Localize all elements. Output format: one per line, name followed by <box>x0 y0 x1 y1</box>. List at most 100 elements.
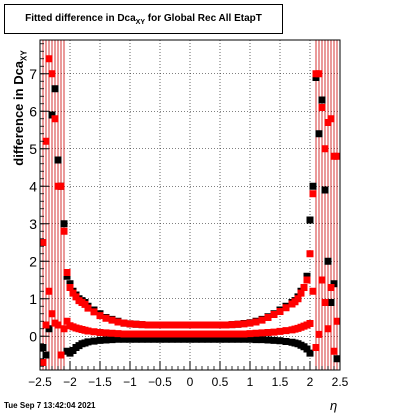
data-point <box>42 321 50 329</box>
data-point <box>186 321 194 329</box>
data-point <box>45 287 53 295</box>
y-tick-label: 1 <box>29 291 37 307</box>
data-point <box>156 321 164 329</box>
data-point <box>144 330 152 338</box>
data-point <box>309 190 317 198</box>
data-point <box>294 295 302 303</box>
data-point <box>324 257 332 265</box>
data-point <box>108 316 116 324</box>
chart-title: Fitted difference in DcaXY for Global Re… <box>25 12 262 26</box>
data-point <box>222 321 230 329</box>
data-point <box>39 239 47 246</box>
data-point <box>156 335 164 343</box>
data-point <box>309 287 317 295</box>
data-point <box>180 330 188 338</box>
data-point <box>315 70 323 78</box>
data-point <box>318 104 326 111</box>
data-point <box>126 320 134 328</box>
data-point <box>51 85 59 93</box>
data-point <box>60 227 68 235</box>
x-tick-label: 2.5 <box>332 375 349 389</box>
data-point <box>48 70 56 78</box>
data-point <box>54 321 62 329</box>
data-point <box>282 338 290 345</box>
data-point <box>252 336 260 344</box>
data-point <box>108 329 116 337</box>
data-point <box>315 330 323 338</box>
data-point <box>54 156 62 164</box>
data-point <box>96 336 104 344</box>
data-point <box>306 320 314 327</box>
data-point <box>246 319 254 327</box>
data-point <box>132 320 140 328</box>
data-point <box>198 321 206 329</box>
data-point <box>126 330 134 338</box>
x-tick-label: 1 <box>247 375 254 389</box>
data-point <box>81 300 89 308</box>
y-tick-label: 2 <box>29 253 37 269</box>
data-point <box>321 299 329 306</box>
data-point <box>270 311 278 318</box>
data-point <box>192 321 200 329</box>
data-point <box>90 328 98 336</box>
data-point <box>186 330 194 338</box>
data-point <box>138 335 146 343</box>
data-point <box>39 359 47 366</box>
data-point <box>306 349 314 357</box>
data-point <box>276 308 284 315</box>
x-tick-label: −1.5 <box>88 375 112 389</box>
data-point <box>258 316 266 324</box>
x-tick-label: 0 <box>187 375 194 389</box>
data-point <box>315 130 323 138</box>
data-point <box>180 335 188 343</box>
timestamp-label: Tue Sep 7 13:42:04 2021 <box>4 401 96 410</box>
data-point <box>45 55 53 63</box>
data-point <box>300 284 308 291</box>
data-point <box>222 335 230 343</box>
data-point <box>84 338 92 346</box>
data-point <box>174 335 182 343</box>
data-point <box>306 250 314 258</box>
y-axis-label: difference in DcaXY <box>11 50 29 166</box>
data-point <box>132 330 140 338</box>
data-point <box>174 330 182 338</box>
data-point <box>312 344 320 351</box>
data-point <box>312 74 320 81</box>
data-point <box>84 327 92 335</box>
data-point <box>150 321 158 329</box>
data-point <box>42 137 50 145</box>
data-point <box>63 272 71 280</box>
data-point <box>132 335 140 343</box>
x-tick-label: 2 <box>307 375 314 389</box>
data-point <box>174 321 182 329</box>
data-point <box>84 304 92 312</box>
data-point <box>48 111 56 119</box>
data-point <box>57 351 65 359</box>
data-point <box>126 335 134 343</box>
data-point <box>210 335 218 343</box>
data-point <box>204 335 212 343</box>
data-point <box>102 314 110 322</box>
data-point <box>198 335 206 343</box>
data-point <box>264 314 272 321</box>
data-point <box>96 329 104 336</box>
data-point <box>120 319 128 327</box>
data-point <box>186 335 194 343</box>
data-point <box>327 284 335 291</box>
data-point <box>240 335 248 343</box>
data-point <box>309 182 317 190</box>
data-point <box>324 325 332 333</box>
data-point <box>150 335 158 343</box>
data-point <box>60 325 68 333</box>
data-point <box>282 304 290 312</box>
data-point <box>63 269 71 276</box>
data-point <box>276 327 284 335</box>
data-point <box>210 321 218 329</box>
data-point <box>66 284 74 291</box>
data-point <box>57 182 65 190</box>
data-point <box>90 308 98 316</box>
data-point <box>90 337 98 345</box>
data-point <box>69 289 77 297</box>
y-tick-label: 0 <box>29 328 37 344</box>
data-point <box>228 335 236 343</box>
